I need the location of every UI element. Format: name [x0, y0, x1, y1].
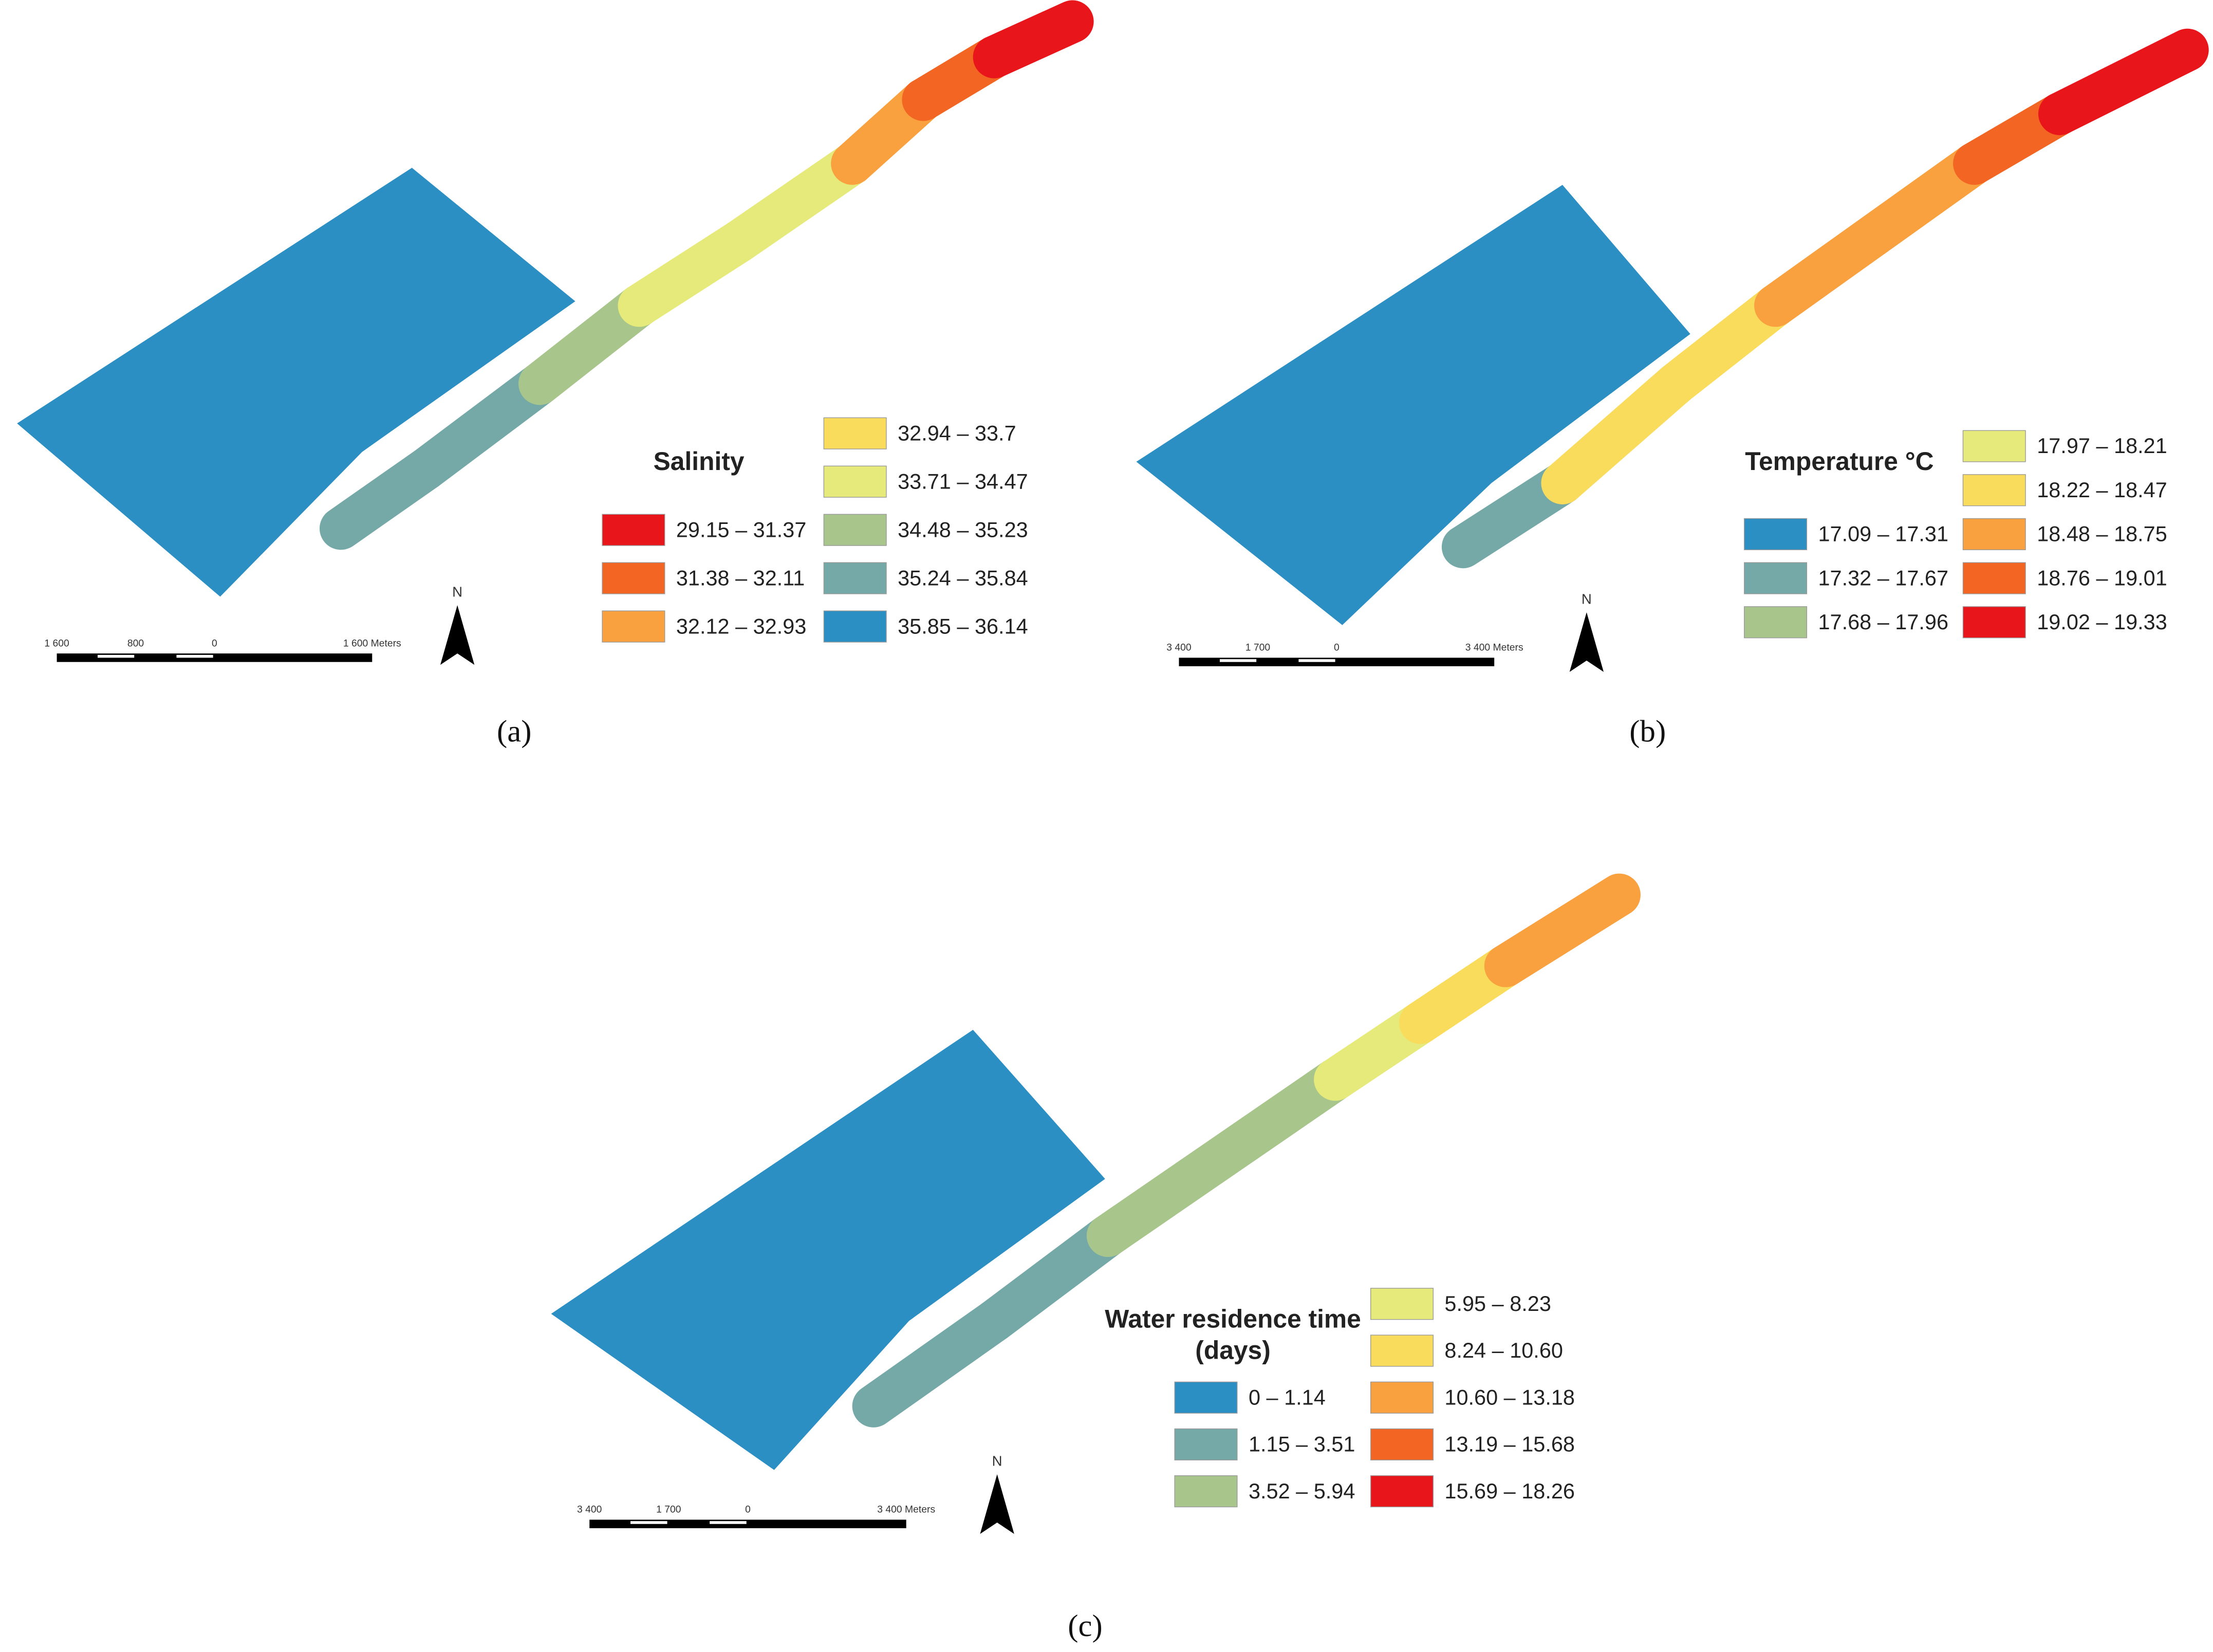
legend-swatch — [1370, 1288, 1434, 1320]
legend-swatch — [1962, 430, 2026, 462]
legend-label: 0 – 1.14 — [1249, 1385, 1326, 1409]
legend-swatch — [1174, 1381, 1238, 1414]
legend-label: 8.24 – 10.60 — [1444, 1338, 1563, 1362]
scale-label: 3 400 Meters — [1465, 642, 1523, 653]
legend-swatch — [602, 514, 665, 546]
legend-swatch — [1744, 518, 1808, 551]
legend-label: 3.52 – 5.94 — [1249, 1479, 1355, 1503]
caption: (b) — [1629, 715, 1666, 749]
legend-swatch — [1744, 562, 1808, 594]
legend-swatch — [602, 562, 665, 594]
legend-label: 29.15 – 31.37 — [676, 517, 807, 541]
legend-swatch — [1370, 1381, 1434, 1414]
legend-swatch — [1962, 474, 2026, 506]
channel-zone — [973, 0, 1094, 79]
scale-bar-segment — [176, 654, 213, 658]
legend-label: 18.76 – 19.01 — [2037, 566, 2167, 590]
legend-swatch — [1370, 1428, 1434, 1461]
legend-title: (days) — [1195, 1336, 1271, 1364]
legend-swatch — [1744, 606, 1808, 639]
north-arrow — [440, 605, 475, 665]
legend-swatch — [823, 465, 887, 498]
scale-bar-segment — [630, 1521, 667, 1524]
channel-zone — [2038, 28, 2209, 136]
scale-bar — [1179, 658, 1495, 667]
legend-label: 17.32 – 17.67 — [1818, 566, 1948, 590]
channel-zone — [404, 362, 561, 491]
scale-bar-segment — [1219, 659, 1257, 662]
legend-label: 31.38 – 32.11 — [676, 566, 805, 590]
legend-label: 5.95 – 8.23 — [1444, 1291, 1551, 1316]
legend-swatch — [1174, 1428, 1238, 1461]
channel-zone — [717, 142, 874, 263]
legend-label: 17.68 – 17.96 — [1818, 610, 1948, 634]
scale-bar — [589, 1519, 906, 1529]
legend-label: 32.12 – 32.93 — [676, 614, 807, 638]
legend-label: 35.24 – 35.84 — [898, 566, 1028, 590]
scale-label: 1 600 Meters — [343, 637, 401, 649]
legend-label: 18.48 – 18.75 — [2037, 522, 2167, 546]
legend-title: Water residence time — [1105, 1305, 1361, 1334]
legend-swatch — [1962, 562, 2026, 594]
channel-zone — [1541, 362, 1698, 504]
legend-label: 35.85 – 36.14 — [898, 614, 1028, 638]
legend-title: Temperature °C — [1745, 447, 1933, 476]
scale-label: 0 — [745, 1504, 751, 1515]
scale-label: 3 400 — [1166, 642, 1191, 653]
scale-label: 1 600 — [44, 637, 69, 649]
legend-swatch — [1962, 606, 2026, 639]
water-body — [1136, 184, 1690, 625]
legend-swatch — [1962, 518, 2026, 551]
legend-label: 33.71 – 34.47 — [898, 469, 1028, 493]
channel-zone — [852, 1299, 1016, 1428]
north-label: N — [992, 1453, 1002, 1469]
legend-swatch — [823, 610, 887, 643]
legend-label: 17.09 – 17.31 — [1818, 522, 1948, 546]
channel-zone — [973, 1214, 1129, 1342]
legend-swatch — [1174, 1475, 1238, 1508]
scale-bar — [57, 653, 373, 662]
legend-swatch — [602, 610, 665, 643]
legend-swatch — [823, 514, 887, 546]
scale-bar-segment — [98, 654, 135, 658]
scale-label: 0 — [212, 637, 217, 649]
legend-label: 10.60 – 13.18 — [1444, 1385, 1575, 1409]
water-body — [17, 167, 575, 597]
legend-label: 1.15 – 3.51 — [1249, 1432, 1355, 1456]
scale-label: 3 400 — [577, 1504, 602, 1515]
legend-label: 13.19 – 15.68 — [1444, 1432, 1575, 1456]
legend-label: 32.94 – 33.7 — [898, 421, 1016, 445]
north-arrow — [980, 1474, 1014, 1534]
channel-zone — [1200, 1058, 1357, 1179]
legend-swatch — [1370, 1475, 1434, 1508]
channel-zone — [1484, 873, 1641, 987]
legend-swatch — [823, 417, 887, 449]
scale-label: 1 700 — [656, 1504, 681, 1515]
north-label: N — [1582, 591, 1592, 607]
legend-label: 15.69 – 18.26 — [1444, 1479, 1575, 1503]
scale-label: 3 400 Meters — [877, 1504, 935, 1515]
legend-label: 18.22 – 18.47 — [2037, 478, 2167, 502]
scale-bar-segment — [710, 1521, 747, 1524]
legend-label: 17.97 – 18.21 — [2037, 434, 2167, 458]
caption: (a) — [497, 715, 531, 749]
scale-bar-segment — [1298, 659, 1335, 662]
scale-label: 0 — [1334, 642, 1340, 653]
north-arrow — [1569, 612, 1604, 672]
water-body — [551, 1029, 1105, 1470]
scale-label: 1 700 — [1245, 642, 1270, 653]
legend-swatch — [823, 562, 887, 594]
north-label: N — [452, 584, 462, 600]
scale-label: 800 — [127, 637, 144, 649]
legend-swatch — [1370, 1335, 1434, 1367]
legend-label: 34.48 – 35.23 — [898, 517, 1028, 541]
channel-zone — [1086, 1136, 1243, 1257]
legend-title: Salinity — [654, 447, 745, 476]
legend-label: 19.02 – 19.33 — [2037, 610, 2167, 634]
caption: (c) — [1068, 1609, 1102, 1643]
